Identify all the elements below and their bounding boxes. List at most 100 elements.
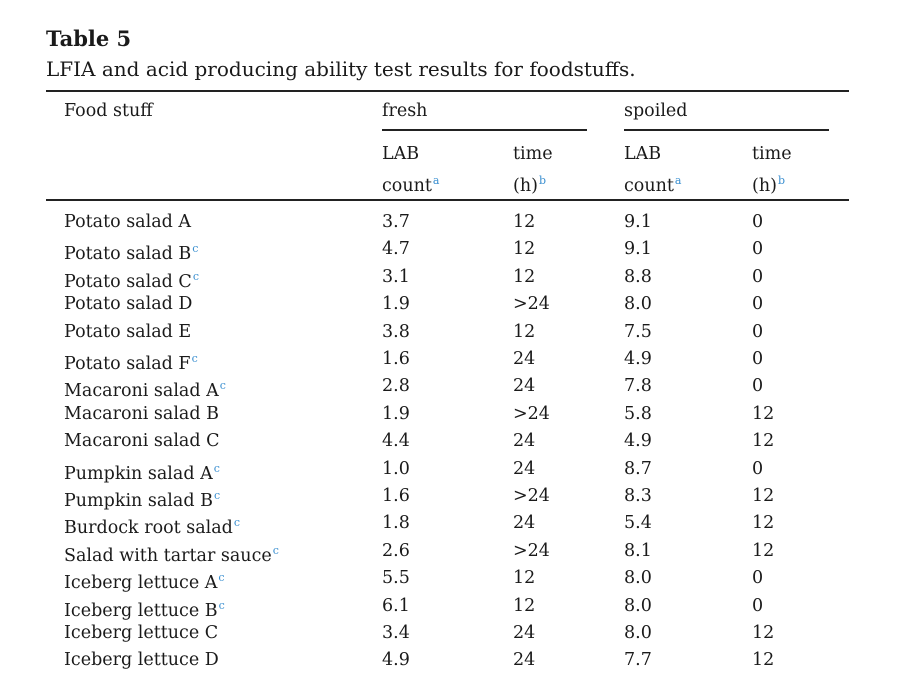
header-lab-line1: LAB bbox=[382, 144, 420, 164]
fresh-time-cell: >24 bbox=[513, 403, 550, 424]
table-row: Iceberg lettuce Bc 6.1 12 8.0 0 bbox=[0, 595, 921, 622]
spoiled-time-cell: 0 bbox=[752, 212, 764, 232]
spoiled-lab-count-cell: 8.7 bbox=[624, 458, 652, 479]
food-name: Iceberg lettuce C bbox=[64, 623, 219, 643]
food-stuff-cell: Iceberg lettuce Bc bbox=[64, 595, 225, 622]
footnote-a-marker: a bbox=[432, 174, 440, 187]
food-stuff-cell: Potato salad A bbox=[64, 211, 191, 233]
table-row: Potato salad Bc 4.7 12 9.1 0 bbox=[0, 238, 921, 265]
table-row: Potato salad E 3.8 12 7.5 0 bbox=[0, 321, 921, 348]
table-caption: LFIA and acid producing ability test res… bbox=[46, 57, 636, 81]
spoiled-lab-count-cell: 8.1 bbox=[624, 540, 652, 561]
food-name: Potato salad B bbox=[64, 244, 192, 265]
table-label: Table 5 bbox=[46, 26, 132, 51]
footnote-c-marker: c bbox=[213, 489, 221, 502]
footnote-c-marker: c bbox=[192, 242, 199, 256]
food-name: Iceberg lettuce A bbox=[64, 573, 218, 594]
spoiled-lab-count-cell: 8.0 bbox=[624, 623, 652, 643]
table-row: Pumpkin salad Ac 1.0 24 8.7 0 bbox=[0, 458, 921, 485]
spoiled-time-cell: 0 bbox=[752, 321, 764, 342]
spoiled-time-cell: 0 bbox=[752, 239, 764, 260]
fresh-time-cell: 24 bbox=[513, 513, 536, 534]
fresh-lab-count-cell: 1.9 bbox=[382, 294, 410, 315]
food-name: Macaroni salad B bbox=[64, 403, 219, 424]
header-spoiled-lab: LAB bbox=[624, 143, 661, 165]
spoiled-lab-count-cell: 7.8 bbox=[624, 376, 652, 397]
footnote-c-marker: c bbox=[233, 516, 241, 530]
header-food-stuff: Food stuff bbox=[64, 101, 153, 121]
table-row: Burdock root saladc 1.8 24 5.4 12 bbox=[0, 512, 921, 539]
table-row: Iceberg lettuce D 4.9 24 7.7 12 bbox=[0, 649, 921, 676]
spoiled-time-cell: 12 bbox=[752, 486, 775, 506]
fresh-time-cell: 12 bbox=[513, 239, 536, 260]
fresh-lab-count-cell: 4.7 bbox=[382, 239, 410, 260]
spoiled-lab-count-cell: 8.8 bbox=[624, 266, 652, 287]
footnote-c-marker: c bbox=[213, 461, 220, 475]
fresh-lab-count-cell: 2.6 bbox=[382, 540, 410, 561]
footnote-b-marker: b bbox=[777, 174, 785, 187]
food-name: Potato salad E bbox=[64, 321, 192, 342]
footnote-c-marker: c bbox=[219, 379, 226, 393]
table-row: Macaroni salad B 1.9 >24 5.8 12 bbox=[0, 403, 921, 430]
food-stuff-cell: Macaroni salad C bbox=[64, 430, 220, 452]
fresh-group-rule bbox=[382, 129, 587, 131]
header-fresh-lab: LAB bbox=[382, 143, 419, 165]
header-fresh-lab-count: counta bbox=[382, 170, 439, 197]
food-stuff-cell: Iceberg lettuce D bbox=[64, 649, 219, 671]
fresh-time-cell: 12 bbox=[513, 212, 536, 232]
food-stuff-cell: Potato salad E bbox=[64, 321, 191, 343]
food-stuff-cell: Pumpkin salad Bc bbox=[64, 485, 220, 512]
spoiled-lab-count-cell: 7.5 bbox=[624, 321, 652, 342]
header-fresh-time: time bbox=[513, 143, 553, 165]
spoiled-time-cell: 0 bbox=[752, 376, 764, 397]
fresh-time-cell: >24 bbox=[513, 294, 550, 315]
table-row: Potato salad A 3.7 12 9.1 0 bbox=[0, 211, 921, 238]
footnote-c-marker: c bbox=[191, 352, 198, 365]
fresh-time-cell: 24 bbox=[513, 650, 536, 671]
food-stuff-cell: Salad with tartar saucec bbox=[64, 540, 279, 567]
table-row: Potato salad Cc 3.1 12 8.8 0 bbox=[0, 266, 921, 293]
food-stuff-cell: Potato salad Cc bbox=[64, 266, 199, 293]
spoiled-time-cell: 12 bbox=[752, 540, 775, 561]
fresh-lab-count-cell: 6.1 bbox=[382, 595, 410, 616]
fresh-time-cell: 24 bbox=[513, 349, 536, 369]
fresh-time-cell: 12 bbox=[513, 568, 536, 589]
spoiled-lab-count-cell: 8.0 bbox=[624, 294, 652, 315]
table-row: Iceberg lettuce Ac 5.5 12 8.0 0 bbox=[0, 567, 921, 594]
food-name: Iceberg lettuce B bbox=[64, 600, 218, 621]
table-row: Pumpkin salad Bc 1.6 >24 8.3 12 bbox=[0, 485, 921, 512]
food-name: Potato salad A bbox=[64, 212, 192, 232]
footnote-b-marker: b bbox=[538, 174, 546, 187]
spoiled-lab-count-cell: 9.1 bbox=[624, 212, 652, 232]
fresh-time-cell: 24 bbox=[513, 623, 536, 643]
header-time-line1: time bbox=[752, 144, 792, 164]
food-stuff-cell: Potato salad Fc bbox=[64, 348, 198, 375]
footnote-a-marker: a bbox=[674, 174, 682, 187]
header-lab-line2: count bbox=[624, 176, 674, 196]
food-name: Pumpkin salad A bbox=[64, 463, 213, 484]
spoiled-lab-count-cell: 8.0 bbox=[624, 595, 652, 616]
footnote-c-marker: c bbox=[272, 543, 279, 557]
header-spoiled-lab-count: counta bbox=[624, 170, 681, 197]
food-name: Pumpkin salad B bbox=[64, 491, 213, 511]
food-stuff-cell: Potato salad D bbox=[64, 293, 192, 315]
fresh-time-cell: >24 bbox=[513, 486, 550, 506]
fresh-lab-count-cell: 3.1 bbox=[382, 266, 410, 287]
food-name: Salad with tartar sauce bbox=[64, 545, 272, 566]
food-stuff-cell: Macaroni salad Ac bbox=[64, 375, 226, 402]
fresh-lab-count-cell: 3.8 bbox=[382, 321, 410, 342]
spoiled-time-cell: 0 bbox=[752, 568, 764, 589]
fresh-lab-count-cell: 1.9 bbox=[382, 403, 410, 424]
fresh-lab-count-cell: 1.6 bbox=[382, 486, 410, 506]
fresh-lab-count-cell: 1.6 bbox=[382, 349, 410, 369]
table-row: Potato salad D 1.9 >24 8.0 0 bbox=[0, 293, 921, 320]
fresh-lab-count-cell: 3.4 bbox=[382, 623, 410, 643]
table-row: Macaroni salad C 4.4 24 4.9 12 bbox=[0, 430, 921, 457]
table-row: Salad with tartar saucec 2.6 >24 8.1 12 bbox=[0, 540, 921, 567]
header-time-line2: (h) bbox=[513, 176, 538, 196]
fresh-lab-count-cell: 3.7 bbox=[382, 212, 410, 232]
spoiled-lab-count-cell: 8.0 bbox=[624, 568, 652, 589]
header-spoiled-time: time bbox=[752, 143, 792, 165]
food-name: Macaroni salad A bbox=[64, 381, 219, 402]
spoiled-lab-count-cell: 4.9 bbox=[624, 349, 652, 369]
